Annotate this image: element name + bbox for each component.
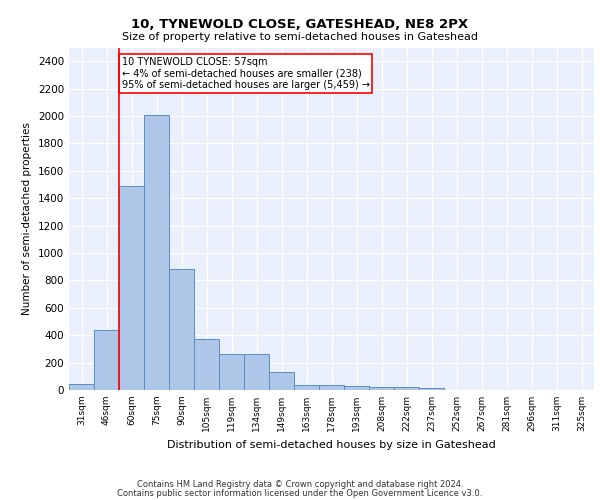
X-axis label: Distribution of semi-detached houses by size in Gateshead: Distribution of semi-detached houses by …	[167, 440, 496, 450]
Bar	[394, 388, 419, 390]
Text: Contains HM Land Registry data © Crown copyright and database right 2024.: Contains HM Land Registry data © Crown c…	[137, 480, 463, 489]
Bar	[369, 388, 394, 390]
Bar	[294, 384, 319, 390]
Bar	[69, 384, 94, 390]
Bar	[94, 330, 119, 390]
Bar	[269, 372, 294, 390]
Bar	[244, 354, 269, 390]
Bar	[319, 384, 344, 390]
Text: 10 TYNEWOLD CLOSE: 57sqm
← 4% of semi-detached houses are smaller (238)
95% of s: 10 TYNEWOLD CLOSE: 57sqm ← 4% of semi-de…	[121, 57, 370, 90]
Bar	[419, 388, 444, 390]
Bar	[219, 354, 244, 390]
Bar	[169, 270, 194, 390]
Bar	[144, 114, 169, 390]
Text: 10, TYNEWOLD CLOSE, GATESHEAD, NE8 2PX: 10, TYNEWOLD CLOSE, GATESHEAD, NE8 2PX	[131, 18, 469, 30]
Text: Contains public sector information licensed under the Open Government Licence v3: Contains public sector information licen…	[118, 488, 482, 498]
Bar	[119, 186, 144, 390]
Bar	[344, 386, 369, 390]
Y-axis label: Number of semi-detached properties: Number of semi-detached properties	[22, 122, 32, 315]
Text: Size of property relative to semi-detached houses in Gateshead: Size of property relative to semi-detach…	[122, 32, 478, 42]
Bar	[194, 338, 219, 390]
